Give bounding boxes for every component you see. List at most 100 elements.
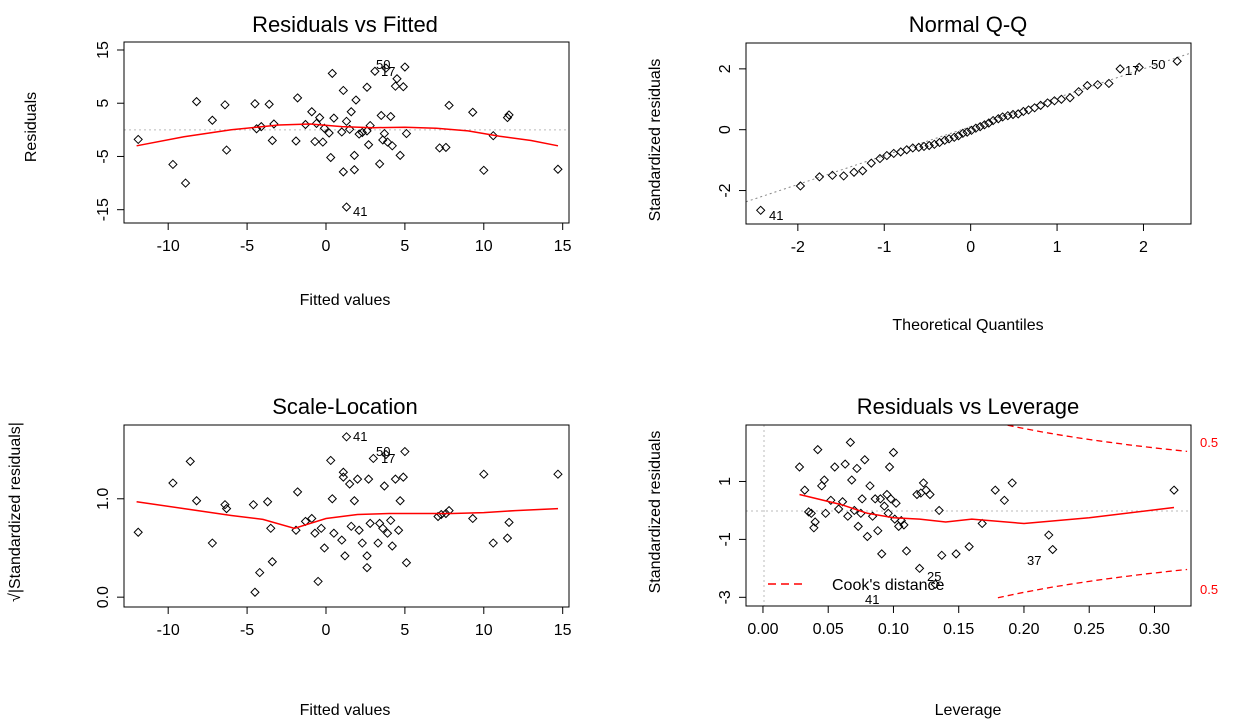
data-point: [398, 472, 409, 482]
data-point: [346, 107, 356, 117]
data-point: [977, 518, 987, 529]
data-point: [553, 164, 563, 174]
data-point: [988, 115, 998, 126]
contour-label: 0.5: [1200, 582, 1218, 597]
x-tick-label: 0: [322, 622, 331, 639]
data-point: [1008, 109, 1018, 120]
data-point: [441, 508, 451, 519]
data-point: [870, 494, 880, 504]
data-point: [1042, 98, 1053, 108]
data-point: [875, 153, 885, 164]
data-point: [990, 485, 1000, 495]
data-point: [993, 114, 1004, 124]
data-point: [803, 507, 814, 517]
data-point: [504, 110, 514, 120]
qq-reference-line: [745, 52, 1192, 203]
data-point: [1134, 62, 1144, 73]
x-tick-label: -5: [240, 238, 254, 255]
panel-normal-qq: Normal Q-Q Theoretical Quantiles Standar…: [647, 12, 1192, 334]
data-point: [191, 496, 202, 506]
cooks-distance-contour: [997, 568, 1188, 599]
data-point: [363, 474, 374, 484]
data-point: [374, 518, 385, 529]
x-tick-label: 15: [554, 238, 572, 255]
data-point: [845, 437, 856, 448]
data-point: [919, 141, 929, 152]
data-point: [918, 478, 929, 488]
data-point: [966, 125, 977, 136]
y-tick-label: 5: [95, 99, 112, 108]
data-point: [382, 137, 393, 147]
data-point: [354, 525, 364, 535]
data-point: [338, 467, 349, 477]
data-point: [884, 462, 895, 472]
chart-title: Residuals vs Fitted: [252, 12, 438, 37]
data-point: [877, 549, 887, 559]
data-point: [349, 150, 360, 161]
data-point: [852, 463, 862, 474]
x-axis-label: Fitted values: [300, 702, 391, 719]
x-tick-label: 10: [475, 238, 493, 255]
data-point: [940, 135, 950, 146]
data-point: [341, 202, 352, 212]
data-point: [999, 495, 1010, 506]
y-tick-label: -1: [717, 532, 734, 546]
data-point: [865, 481, 875, 491]
data-point: [310, 528, 320, 538]
data-point: [133, 134, 143, 145]
x-axis-label: Fitted values: [300, 292, 391, 309]
data-point: [381, 449, 391, 460]
panel-residuals-vs-leverage: Residuals vs Leverage Leverage Standardi…: [647, 394, 1218, 719]
data-point: [1047, 544, 1058, 555]
x-tick-label: -5: [240, 622, 254, 639]
data-point: [255, 567, 265, 578]
point-label: 17: [381, 64, 395, 79]
data-point: [327, 494, 338, 504]
data-point: [800, 485, 810, 495]
data-point: [362, 562, 372, 573]
data-point: [400, 446, 410, 457]
data-point: [888, 447, 899, 458]
x-tick-label: 1: [1053, 239, 1062, 256]
x-axis-label: Leverage: [935, 702, 1002, 719]
data-point: [168, 159, 178, 170]
x-tick-label: 5: [400, 622, 409, 639]
data-point: [1007, 478, 1017, 488]
data-point: [441, 142, 451, 153]
data-point: [891, 498, 901, 508]
point-label: 50: [376, 444, 390, 459]
data-point: [381, 63, 391, 73]
y-tick-label: -3: [717, 590, 734, 604]
y-axis-label: √|Standardized residuals|: [7, 422, 24, 602]
data-point: [266, 523, 276, 534]
y-axis-label: Standardized residuals: [647, 431, 664, 594]
y-tick-label: 2: [717, 64, 734, 73]
point-label: 37: [1027, 553, 1041, 568]
x-tick-label: 0.15: [943, 621, 974, 638]
data-point: [816, 481, 827, 491]
data-point: [444, 505, 454, 516]
legend-label: Cook's distance: [832, 577, 945, 594]
data-point: [984, 118, 994, 128]
data-point: [313, 576, 323, 587]
data-point: [185, 456, 195, 467]
data-point: [979, 120, 990, 130]
y-tick-label: -5: [95, 149, 112, 163]
data-point: [327, 68, 338, 79]
data-point: [316, 523, 326, 534]
data-point: [1169, 485, 1179, 495]
data-point: [292, 93, 303, 103]
data-point: [370, 66, 380, 76]
data-point: [866, 158, 876, 168]
x-tick-label: 0.30: [1139, 621, 1170, 638]
data-point: [337, 127, 347, 137]
chart-title: Residuals vs Leverage: [857, 394, 1080, 419]
data-point: [1049, 96, 1060, 106]
panel-residuals-vs-fitted: Residuals vs Fitted Fitted values Residu…: [23, 12, 572, 309]
data-point: [924, 140, 934, 151]
data-point: [351, 95, 361, 105]
x-tick-label: 10: [475, 622, 493, 639]
data-point: [479, 165, 489, 176]
point-label: 25: [927, 569, 941, 584]
data-point: [882, 489, 892, 500]
